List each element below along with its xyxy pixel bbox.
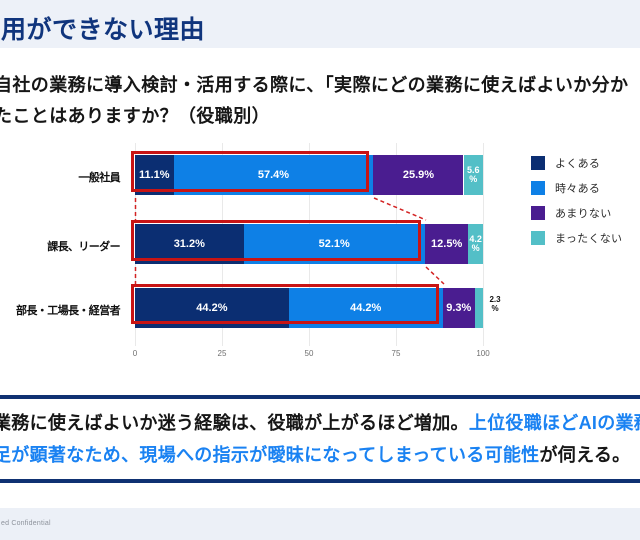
insight-text: 業務に使えばよいか迷う経験は、役職が上がるほど増加。上位役職ほどAIの業務適用 … [0, 407, 640, 471]
bar-row3-seg-yokuaru: 44.2% [135, 288, 289, 328]
bar-row1-value-amarinai: 25.9% [402, 169, 435, 181]
top-band [0, 0, 640, 48]
legend-label-yokuaru: よくある [555, 158, 601, 170]
legend-item-amarinai: あまりない [531, 201, 612, 225]
bar-row1-seg-amarinai: 25.9% [373, 155, 464, 195]
bar-row3-value-yokuaru: 44.2% [196, 302, 228, 314]
insight-line2: 足が顕著なため、現場への指示が曖昧になってしまっている可能性が伺える。 [0, 439, 640, 471]
bar-row1-seg-tokidoki: 57.4% [173, 155, 374, 195]
insight-line2-black: が伺える。 [539, 445, 631, 465]
legend-swatch-yokuaru [531, 156, 545, 170]
insight-line1-black: 業務に使えばよいか迷う経験は、役職が上がるほど増加。 [0, 413, 469, 433]
category-label-kacho: 課長、リーダー [47, 241, 120, 253]
insight-line1: 業務に使えばよいか迷う経験は、役職が上がるほど増加。上位役職ほどAIの業務適用 [0, 407, 640, 439]
bar-row3-seg-mattakunai [475, 288, 483, 328]
page-title: 用ができない理由 [1, 16, 206, 44]
category-label-bucho: 部長・工場長・経営者 [16, 305, 121, 317]
bar-row2-seg-yokuaru: 31.2% [135, 224, 244, 264]
legend-label-tokidoki: 時々ある [555, 183, 601, 195]
bar-row2-seg-tokidoki: 52.1% [243, 224, 425, 264]
axis-tick-100: 100 [476, 349, 490, 358]
axis-tick-0: 0 [132, 349, 138, 358]
insight-line1-blue: 上位役職ほどAIの業務適用 [468, 413, 640, 433]
legend-item-yokuaru: よくある [531, 151, 600, 175]
legend-swatch-tokidoki [531, 181, 545, 195]
axis-tick-50: 50 [304, 349, 314, 358]
bar-row2-seg-mattakunai: 4.2% [468, 224, 483, 264]
survey-question: 自社の業務に導入検討・活用する際に、「実際にどの業務に使えばよいか分か たことは… [0, 70, 640, 132]
survey-question-line1: 自社の業務に導入検討・活用する際に、「実際にどの業務に使えばよいか分か [0, 75, 629, 95]
gridline-100 [483, 143, 484, 346]
bar-row3-seg-tokidoki: 44.2% [288, 288, 443, 328]
confidential-label: ed Confidential [1, 520, 51, 527]
legend-item-mattakunai: まったくない [531, 226, 622, 250]
bar-row2-value-amarinai: 12.5% [431, 238, 463, 250]
legend-label-amarinai: あまりない [555, 208, 612, 220]
axis-tick-25: 25 [217, 349, 227, 358]
category-label-ippan: 一般社員 [78, 172, 120, 184]
survey-question-line2: たことはありますか？（役職別） [0, 106, 270, 126]
bar-row1-seg-mattakunai: 5.6% [463, 155, 483, 195]
bar-row2-seg-amarinai: 12.5% [424, 224, 469, 264]
bar-row1-value-yokuaru: 11.1% [139, 169, 170, 181]
bar-row3-value-tokidoki: 44.2% [350, 302, 382, 314]
bar-row2-value-tokidoki: 52.1% [318, 238, 350, 250]
bar-row3-value-mattakunai: 2.3% [489, 295, 501, 313]
legend-label-mattakunai: まったくない [555, 233, 623, 245]
legend-item-tokidoki: 時々ある [531, 176, 600, 200]
bar-row1-value-mattakunai: 5.6% [466, 165, 480, 184]
bar-row1-seg-yokuaru: 11.1% [135, 155, 174, 195]
axis-tick-75: 75 [391, 349, 401, 358]
bar-row2-value-mattakunai: 4.2% [469, 234, 482, 253]
legend-swatch-mattakunai [531, 231, 545, 245]
legend-swatch-amarinai [531, 206, 545, 220]
insight-box: 業務に使えばよいか迷う経験は、役職が上がるほど増加。上位役職ほどAIの業務適用 … [0, 395, 640, 483]
insight-line2-blue: 足が顕著なため、現場への指示が曖昧になってしまっている可能性 [0, 445, 540, 465]
bar-row2-value-yokuaru: 31.2% [173, 238, 205, 250]
bar-row1-value-tokidoki: 57.4% [257, 169, 290, 181]
bar-row3-value-amarinai: 9.3% [446, 302, 472, 314]
bar-row3-seg-amarinai: 9.3% [442, 288, 475, 328]
footer-band: ed Confidential [0, 508, 640, 540]
